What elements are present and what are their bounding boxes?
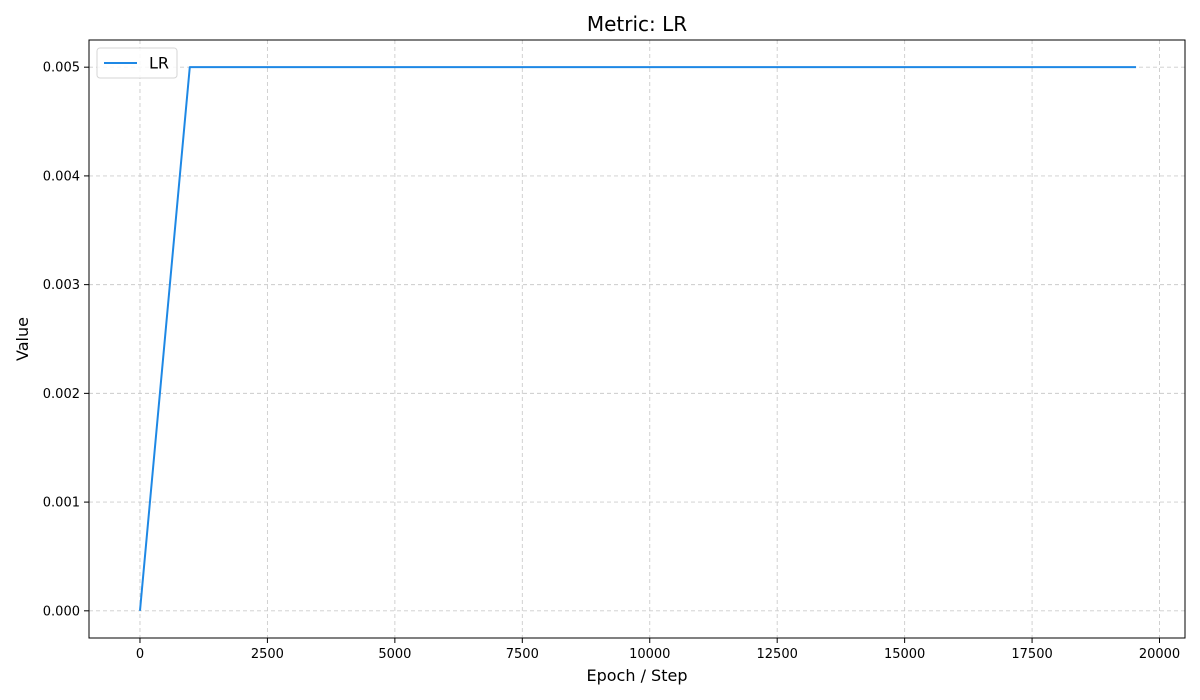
y-tick-label: 0.004 [43,169,80,184]
x-tick-label: 20000 [1139,647,1180,662]
x-tick-label: 2500 [251,647,284,662]
y-tick-label: 0.005 [43,61,80,76]
x-tick-label: 12500 [757,647,798,662]
x-tick-label: 7500 [506,647,539,662]
chart-title: Metric: LR [587,12,687,36]
y-tick-label: 0.000 [43,604,80,619]
y-tick-label: 0.001 [43,496,80,511]
y-tick-label: 0.003 [43,278,80,293]
x-tick-label: 15000 [884,647,925,662]
x-tick-label: 5000 [378,647,411,662]
y-tick-label: 0.002 [43,387,80,402]
y-axis-label: Value [13,317,32,361]
x-tick-label: 0 [136,647,144,662]
x-tick-label: 17500 [1011,647,1052,662]
legend-label: LR [149,54,169,73]
axes-frame [88,39,1186,639]
series-line-lr [138,66,1137,611]
x-tick-label: 10000 [629,647,670,662]
x-axis-label: Epoch / Step [587,666,688,685]
plot-area: 0 2500 5000 7500 10000 12500 15000 17500 20000 0.… [43,39,1186,662]
